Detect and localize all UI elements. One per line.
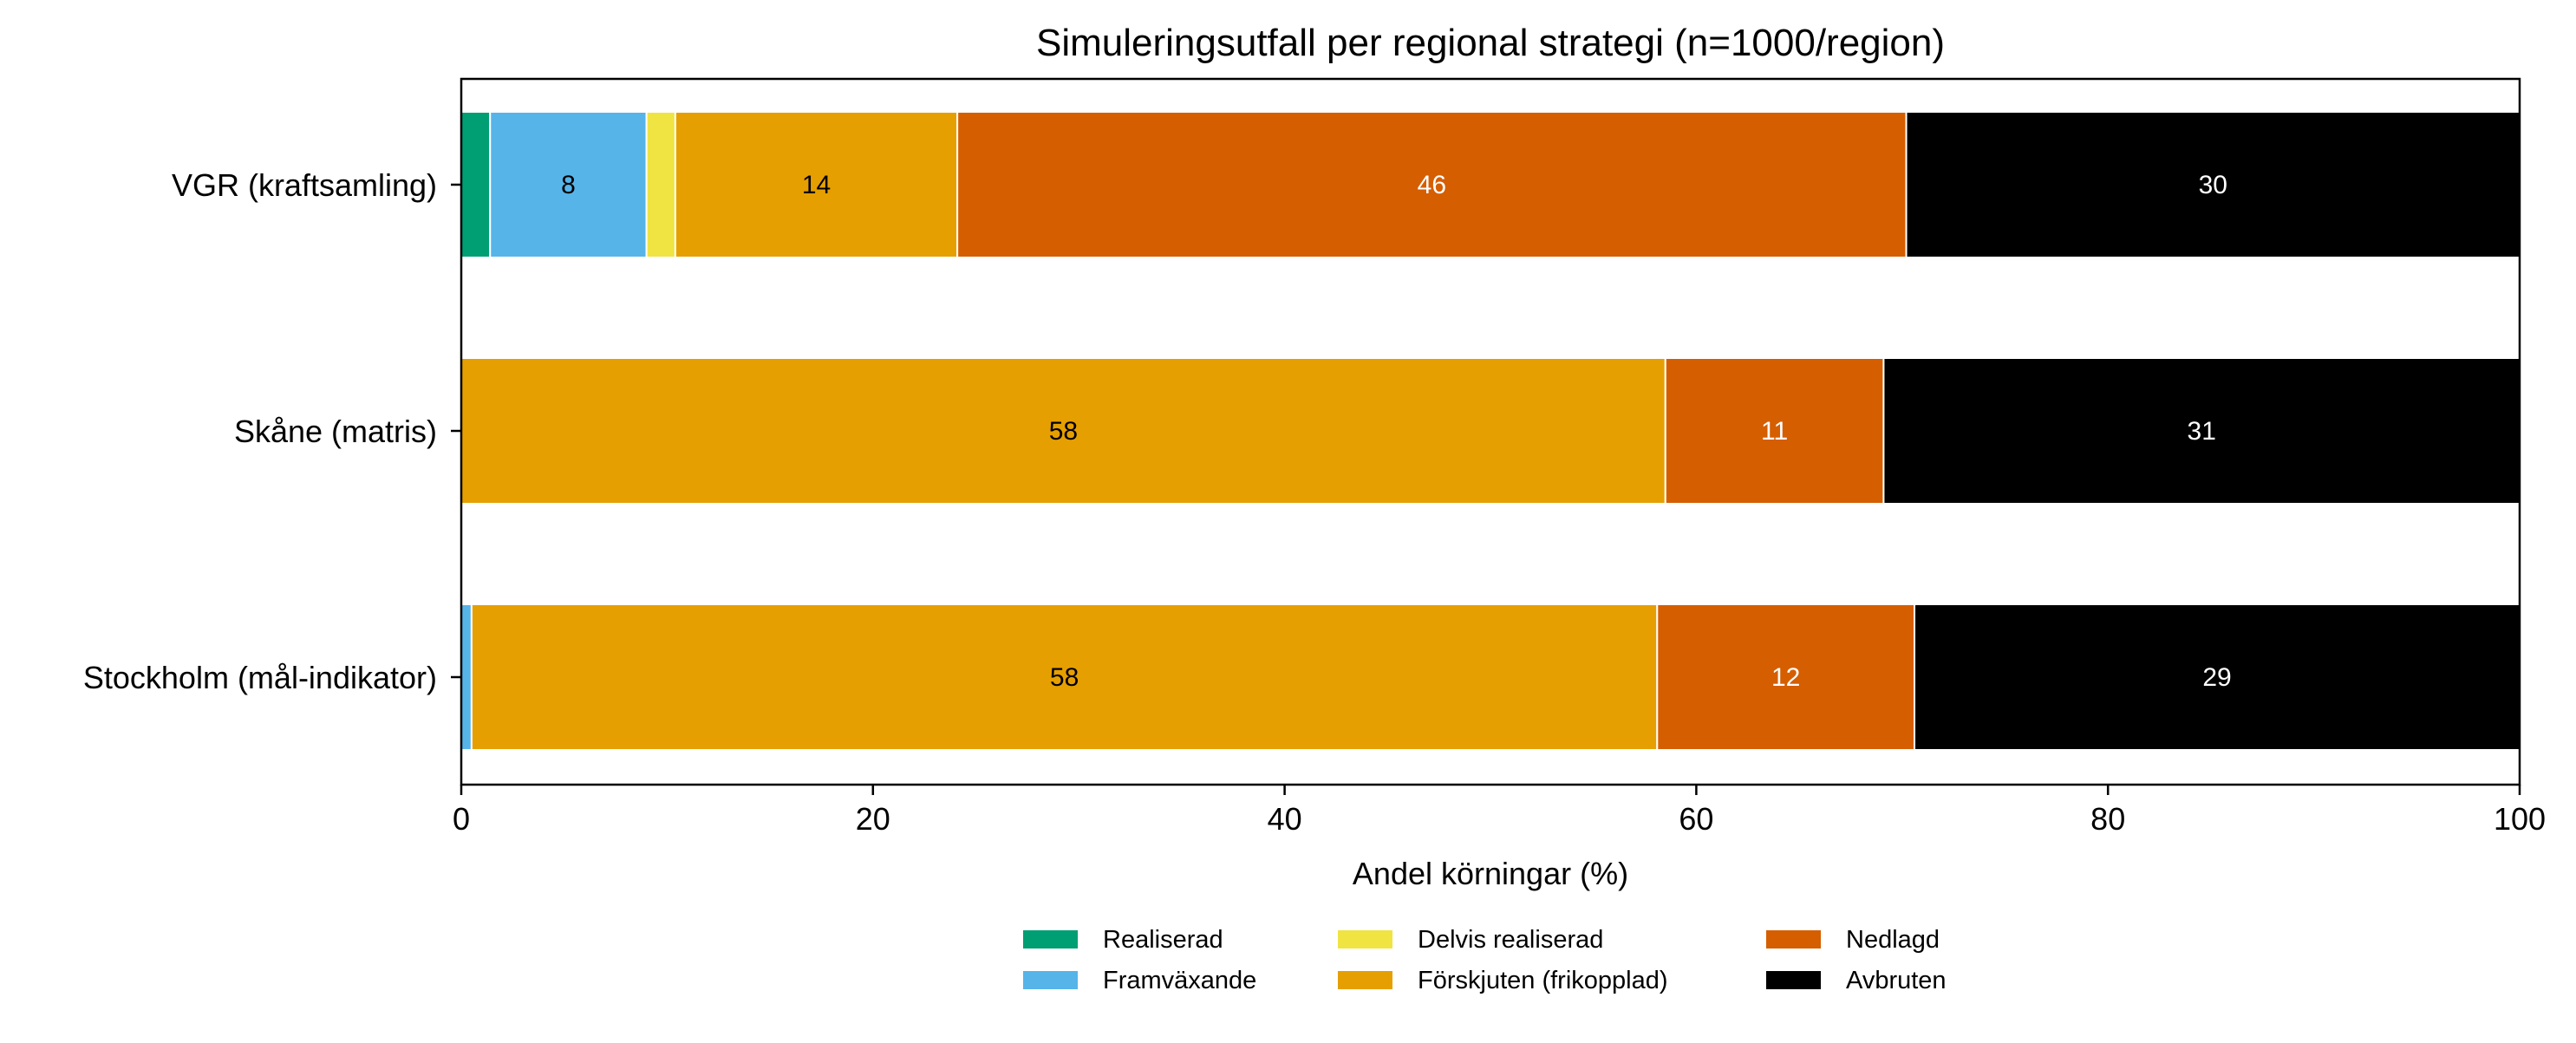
legend-swatch (1338, 930, 1392, 948)
x-tick-label: 20 (856, 801, 890, 837)
bar-segment-label: 11 (1761, 417, 1788, 446)
legend-label: Realiserad (1103, 926, 1223, 954)
bar-segment (1905, 111, 2521, 258)
y-tick-label: VGR (kraftsamling) (172, 167, 437, 203)
bar-segment (1656, 603, 1916, 751)
y-axis: VGR (kraftsamling) Skåne (matris) Stockhol… (83, 167, 461, 695)
chart-title: Simuleringsutfall per regional strategi … (1036, 22, 1945, 64)
bar-segment (489, 111, 648, 258)
x-tick-label: 60 (1679, 801, 1713, 837)
bar-segment (1664, 357, 1885, 505)
y-tick-label: Stockholm (mål-indikator) (83, 660, 437, 695)
bar-segment (460, 357, 1666, 505)
x-tick-label: 40 (1268, 801, 1302, 837)
bars-group: 8 14 46 30 58 11 31 58 12 29 (460, 111, 2521, 751)
legend-swatch (1338, 971, 1392, 989)
bar-segment (470, 603, 1659, 751)
y-tick-label: Skåne (matris) (234, 414, 437, 449)
x-tick-label: 100 (2494, 801, 2546, 837)
bar-segment-label: 30 (2199, 171, 2227, 199)
legend: Realiserad Framväxande Delvis realiserad Fö… (1023, 926, 1947, 994)
bar-segment-label: 31 (2188, 417, 2216, 446)
bar-segment (674, 111, 959, 258)
bar-segment (460, 111, 492, 258)
bar-segment-label: 14 (802, 171, 831, 199)
x-tick-label: 80 (2090, 801, 2125, 837)
bar-segment-label: 12 (1771, 663, 1800, 692)
bar-segment-label: 46 (1418, 171, 1446, 199)
legend-label: Framväxande (1103, 967, 1256, 994)
bar-segment (645, 111, 676, 258)
bar-segment (1914, 603, 2521, 751)
bar-segment (956, 111, 1908, 258)
legend-label: Avbruten (1846, 967, 1947, 994)
legend-swatch (1023, 971, 1078, 989)
legend-label: Förskjuten (frikopplad) (1418, 967, 1668, 994)
legend-swatch (1766, 971, 1821, 989)
bar-segment (1882, 357, 2521, 505)
x-axis-label: Andel körningar (%) (1353, 856, 1628, 891)
x-axis: 0 20 40 60 80 100 (453, 785, 2546, 837)
x-tick-label: 0 (453, 801, 470, 837)
legend-swatch (1023, 930, 1078, 948)
bar-segment-label: 58 (1049, 417, 1078, 446)
legend-label: Nedlagd (1846, 926, 1940, 954)
bar-segment (460, 603, 473, 751)
bar-segment-label: 58 (1050, 663, 1079, 692)
bar-segment-label: 29 (2202, 663, 2231, 692)
bar-segment-label: 8 (561, 171, 576, 199)
legend-label: Delvis realiserad (1418, 926, 1603, 954)
legend-swatch (1766, 930, 1821, 948)
